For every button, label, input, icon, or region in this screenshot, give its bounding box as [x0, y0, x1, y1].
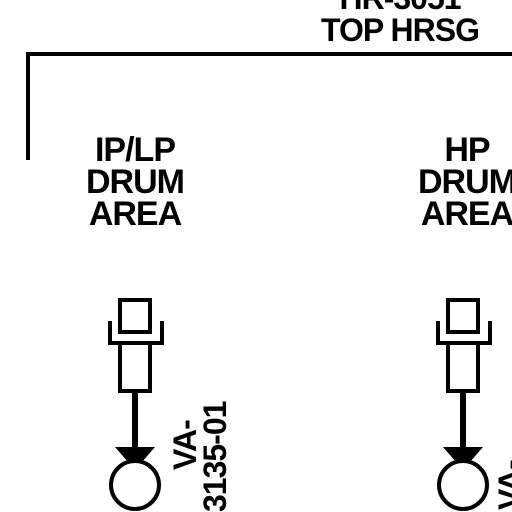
header-label: HR-3051 TOP HRSG [290, 0, 510, 46]
area-label-line-1: HP [444, 131, 490, 169]
header-line-1: HR-3051 [290, 0, 510, 14]
valve-assembly-2 [436, 298, 492, 511]
area-label-hp: HP DRUM AREA [392, 131, 512, 233]
valve-tag-2: VA- [492, 460, 512, 512]
valve-circle [437, 459, 489, 511]
valve-body [118, 341, 152, 393]
actuator-top-box [446, 298, 480, 334]
valve-tag-1: VA- 3135-01 [167, 401, 233, 512]
header-line-2: TOP HRSG [321, 12, 480, 48]
valve-circle [109, 459, 161, 511]
area-label-line-1: IP/LP [94, 131, 176, 169]
actuator-top-box [118, 298, 152, 334]
area-label-line-3: AREA [420, 195, 512, 233]
area-label-ip-lp: IP/LP DRUM AREA [60, 131, 210, 233]
area-label-line-2: DRUM [418, 163, 512, 201]
valve-tag-line-2: 3135-01 [197, 401, 233, 512]
valve-arrow-head [443, 447, 483, 470]
area-label-line-2: DRUM [86, 163, 185, 201]
valve-assembly-1 [108, 298, 164, 511]
valve-body [446, 341, 480, 393]
area-label-line-3: AREA [88, 195, 182, 233]
valve-arrow-head [115, 447, 155, 470]
header-pipe-line [26, 52, 512, 160]
valve-tag-line-1: VA- [167, 420, 203, 470]
valve-tag-line-1: VA- [492, 460, 512, 510]
